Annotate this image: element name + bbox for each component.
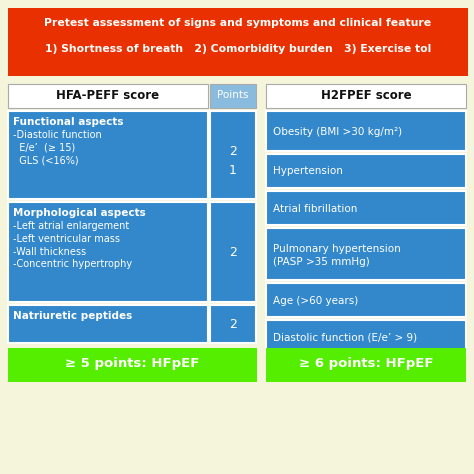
Text: HFA-PEFF score: HFA-PEFF score: [56, 89, 160, 102]
Text: Obesity (BMI >30 kg/m²): Obesity (BMI >30 kg/m²): [273, 127, 402, 137]
Text: Natriuretic peptides: Natriuretic peptides: [13, 311, 132, 321]
Text: Functional aspects: Functional aspects: [13, 117, 124, 127]
Bar: [8, 348, 257, 382]
Text: 1) Shortness of breath   2) Comorbidity burden   3) Exercise tol: 1) Shortness of breath 2) Comorbidity bu…: [45, 44, 431, 54]
Text: Diastolic function (E/e’ > 9): Diastolic function (E/e’ > 9): [273, 332, 417, 343]
Bar: [266, 111, 466, 151]
Bar: [266, 320, 466, 354]
Text: -Diastolic function
  E/e’  (≥ 15)
  GLS (<16%): -Diastolic function E/e’ (≥ 15) GLS (<16…: [13, 130, 102, 165]
Text: H2FPEF score: H2FPEF score: [321, 89, 411, 102]
Bar: [8, 305, 208, 343]
Text: ≥ 5 points: HFpEF: ≥ 5 points: HFpEF: [65, 357, 200, 370]
Bar: [210, 202, 256, 302]
Text: Hypertension: Hypertension: [273, 166, 343, 176]
Bar: [266, 228, 466, 280]
Text: ≥ 6 points: HFpEF: ≥ 6 points: HFpEF: [299, 357, 433, 370]
Bar: [210, 84, 256, 108]
Bar: [266, 283, 466, 317]
Text: 2: 2: [229, 246, 237, 259]
Bar: [210, 305, 256, 343]
Bar: [8, 111, 208, 199]
Bar: [266, 348, 466, 382]
Text: 2
1: 2 1: [229, 145, 237, 177]
Text: Age (>60 years): Age (>60 years): [273, 295, 358, 306]
Text: Morphological aspects: Morphological aspects: [13, 208, 146, 218]
Bar: [266, 84, 466, 108]
Bar: [210, 111, 256, 199]
Text: 2: 2: [229, 318, 237, 331]
Text: Points: Points: [217, 90, 249, 100]
Bar: [8, 84, 208, 108]
Text: Pulmonary hypertension
(PASP >35 mmHg): Pulmonary hypertension (PASP >35 mmHg): [273, 244, 401, 267]
Bar: [266, 154, 466, 188]
Bar: [8, 202, 208, 302]
Bar: [8, 8, 468, 76]
Text: -Left atrial enlargement
-Left ventricular mass
-Wall thickness
-Concentric hype: -Left atrial enlargement -Left ventricul…: [13, 221, 132, 269]
Text: Pretest assessment of signs and symptoms and clinical feature: Pretest assessment of signs and symptoms…: [45, 18, 431, 28]
Text: Atrial fibrillation: Atrial fibrillation: [273, 203, 357, 213]
Bar: [266, 191, 466, 225]
